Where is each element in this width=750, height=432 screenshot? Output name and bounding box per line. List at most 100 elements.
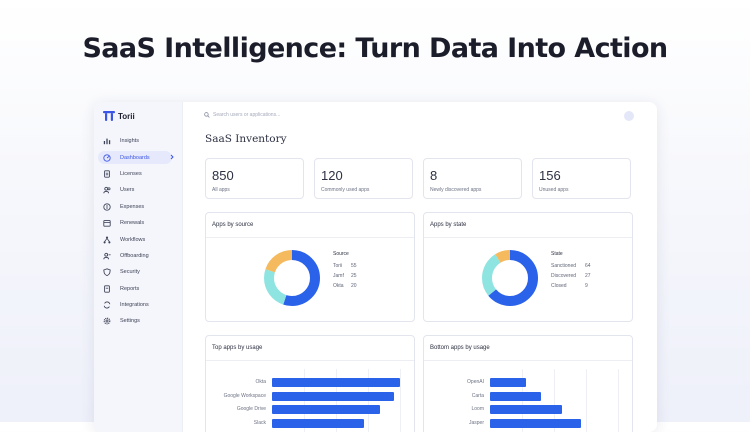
legend-label: Discovered bbox=[551, 273, 577, 279]
legend-row: Jamf 25 bbox=[333, 271, 357, 281]
sidebar-item-label: Expenses bbox=[120, 203, 145, 210]
active-highlight bbox=[98, 150, 172, 165]
apps-by-source-legend: Source Torii 55 Jamf 25 Okta 20 bbox=[333, 251, 357, 291]
sidebar-item-label: Insights bbox=[120, 138, 139, 145]
bar-label: Jasper bbox=[468, 419, 484, 426]
stat-label: Unused apps bbox=[539, 187, 569, 193]
bar-label: Okta bbox=[255, 379, 266, 385]
bar-row: Loom bbox=[424, 405, 632, 414]
gridline bbox=[368, 369, 369, 432]
sidebar-item-licenses[interactable]: Licenses bbox=[94, 166, 182, 182]
sidebar-item-dashboards[interactable]: Dashboards bbox=[94, 149, 182, 165]
legend-title: State bbox=[551, 251, 563, 257]
brand-name: Torii bbox=[118, 111, 135, 121]
bar-label: Carta bbox=[471, 392, 484, 399]
stat-label: Newly discovered apps bbox=[430, 187, 482, 193]
brand-logo[interactable]: Torii bbox=[103, 110, 135, 122]
sidebar-item-reports[interactable]: Reports bbox=[94, 281, 182, 297]
sidebar-item-users[interactable]: Users bbox=[94, 182, 182, 198]
sidebar-item-label: Renewals bbox=[120, 220, 145, 227]
legend-label: Okta bbox=[333, 283, 344, 289]
apps-by-source-donut bbox=[264, 250, 320, 306]
sidebar-item-insights[interactable]: Insights bbox=[94, 133, 182, 149]
stat-value: 120 bbox=[321, 168, 343, 183]
card-title: Top apps by usage bbox=[206, 336, 414, 361]
bar-chart-icon bbox=[103, 138, 111, 145]
sidebar-item-expenses[interactable]: Expenses bbox=[94, 199, 182, 215]
card-title: Bottom apps by usage bbox=[424, 336, 632, 361]
legend-title: Source bbox=[333, 251, 349, 257]
torii-logo-icon bbox=[103, 111, 115, 121]
bar-row: Okta bbox=[206, 378, 414, 387]
stat-card-all-apps[interactable]: 850 All apps bbox=[205, 158, 304, 199]
donut-slice-okta[interactable] bbox=[264, 250, 320, 306]
page-headline: SaaS Intelligence: Turn Data Into Action bbox=[82, 33, 668, 64]
user-minus-icon bbox=[103, 252, 111, 260]
bar-row: Google Workspace bbox=[206, 391, 414, 401]
topbar bbox=[182, 102, 657, 130]
bar-jasper[interactable] bbox=[490, 418, 581, 428]
sidebar-item-renewals[interactable]: Renewals bbox=[94, 215, 182, 231]
bar-google-drive[interactable] bbox=[272, 405, 380, 414]
dashboard-icon bbox=[103, 153, 111, 162]
bar-loom[interactable] bbox=[490, 405, 562, 414]
bottom-apps-card: Bottom apps by usage OpenAI Carta Loom Jasp… bbox=[423, 335, 633, 432]
stat-card-commonly-used[interactable]: 120 Commonly used apps bbox=[314, 158, 413, 199]
gridline bbox=[400, 369, 401, 432]
apps-by-source-card: Apps by source Source Torii 55 Jamf 25 Okta 2… bbox=[205, 212, 415, 322]
search-icon bbox=[204, 112, 210, 118]
legend-row: Closed 9 bbox=[551, 281, 591, 291]
search-input[interactable] bbox=[213, 112, 333, 118]
legend-label: Closed bbox=[551, 283, 567, 289]
sidebar-item-offboarding[interactable]: Offboarding bbox=[94, 248, 182, 264]
bar-google-workspace[interactable] bbox=[272, 391, 394, 401]
legend-label: Sanctioned bbox=[551, 263, 577, 269]
gear-icon bbox=[103, 318, 111, 325]
stat-card-newly-discovered[interactable]: 8 Newly discovered apps bbox=[423, 158, 522, 199]
users-icon bbox=[103, 187, 111, 194]
sidebar-item-label: Offboarding bbox=[120, 252, 149, 259]
apps-by-state-donut bbox=[482, 250, 538, 306]
bar-carta[interactable] bbox=[490, 391, 542, 401]
bar-slack[interactable] bbox=[272, 418, 365, 428]
top-apps-bar-chart: Okta Google Workspace Google Drive Slack bbox=[206, 369, 414, 432]
legend-row: Okta 20 bbox=[333, 281, 357, 291]
donut-slice-closed[interactable] bbox=[482, 250, 538, 306]
search-bar[interactable] bbox=[204, 112, 333, 118]
donut-slice-jamf[interactable] bbox=[264, 250, 320, 306]
bar-row: Carta bbox=[424, 391, 632, 401]
workflow-icon bbox=[103, 236, 111, 243]
legend-row: Torii 55 bbox=[333, 261, 357, 271]
sidebar-item-label: Users bbox=[120, 187, 135, 194]
bar-openai[interactable] bbox=[490, 378, 526, 387]
sidebar-item-workflows[interactable]: Workflows bbox=[94, 231, 182, 247]
bar-row: OpenAI bbox=[424, 378, 632, 387]
legend-value: 25 bbox=[351, 273, 357, 279]
bar-label: Loom bbox=[471, 406, 484, 412]
sidebar-item-label: Workflows bbox=[120, 236, 146, 243]
bar-okta[interactable] bbox=[272, 378, 400, 387]
top-apps-card: Top apps by usage Okta Google Workspace Go… bbox=[205, 335, 415, 432]
bar-row: Slack bbox=[206, 418, 414, 428]
chevron-right-icon bbox=[170, 155, 174, 160]
gridline bbox=[304, 369, 305, 432]
user-avatar[interactable] bbox=[624, 111, 634, 121]
report-icon bbox=[104, 285, 110, 293]
legend-label: Jamf bbox=[333, 273, 344, 279]
donut-slice-discovered[interactable] bbox=[482, 250, 538, 306]
stat-label: All apps bbox=[212, 187, 230, 193]
bar-row: Jasper bbox=[424, 418, 632, 428]
sidebar-item-security[interactable]: Security bbox=[94, 264, 182, 280]
stat-card-unused[interactable]: 156 Unused apps bbox=[532, 158, 631, 199]
card-title: Apps by state bbox=[424, 213, 632, 238]
sidebar-nav: Insights Dashboards Licenses Users Expenses R… bbox=[94, 133, 182, 330]
sidebar-item-settings[interactable]: Settings bbox=[94, 313, 182, 329]
legend-value: 27 bbox=[585, 273, 591, 279]
legend-value: 64 bbox=[585, 263, 591, 269]
app-window: Torii Insights Dashboards Licenses Users Exp… bbox=[94, 102, 657, 432]
bar-label: Google Drive bbox=[236, 406, 266, 412]
sidebar-item-integrations[interactable]: Integrations bbox=[94, 297, 182, 313]
shield-icon bbox=[103, 268, 111, 277]
sidebar-item-label: Dashboards bbox=[120, 154, 150, 161]
stat-value: 156 bbox=[539, 168, 561, 183]
